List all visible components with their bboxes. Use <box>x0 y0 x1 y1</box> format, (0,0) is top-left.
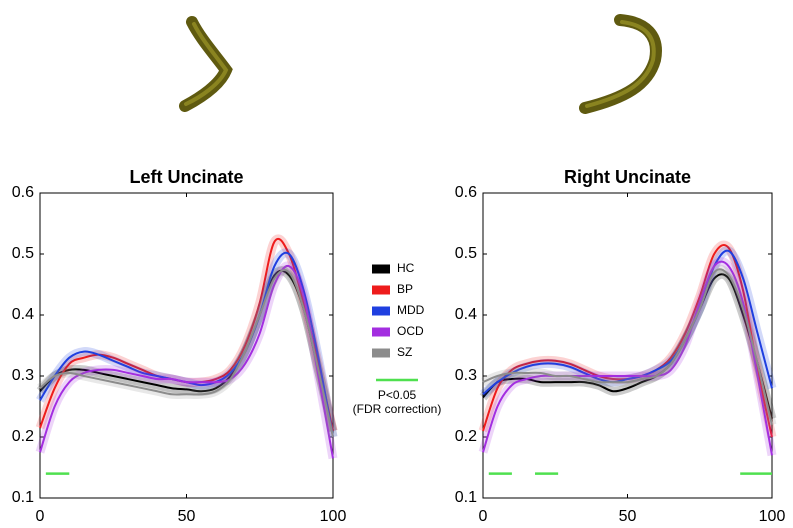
y-tick-label: 0.5 <box>455 245 477 262</box>
x-tick-label: 100 <box>759 508 786 525</box>
y-tick-label: 0.1 <box>12 489 34 506</box>
x-tick-label: 0 <box>36 508 45 525</box>
x-tick-label: 100 <box>320 508 347 525</box>
series-line <box>482 268 773 426</box>
y-tick-label: 0.3 <box>12 367 34 384</box>
right-tract-image <box>579 14 662 114</box>
confidence-band <box>481 264 777 426</box>
legend-label: MDD <box>397 303 425 317</box>
y-tick-label: 0.3 <box>455 367 477 384</box>
left-tract-image <box>179 16 233 112</box>
y-tick-label: 0.2 <box>12 428 34 445</box>
x-tick-label: 50 <box>619 508 637 525</box>
y-tick-label: 0.2 <box>455 428 477 445</box>
series-line <box>39 269 334 438</box>
plot-frame <box>482 192 773 499</box>
legend-label: HC <box>397 261 415 275</box>
x-tick-label: 0 <box>479 508 488 525</box>
confidence-band <box>478 257 777 457</box>
legend-significance-note: (FDR correction) <box>353 402 442 416</box>
chart-title: Left Uncinate <box>129 167 243 187</box>
legend-label: OCD <box>397 324 424 338</box>
legend-label: BP <box>397 282 413 296</box>
y-tick-label: 0.5 <box>12 245 34 262</box>
x-tick-label: 50 <box>178 508 196 525</box>
y-tick-label: 0.4 <box>455 306 477 323</box>
plot-frame <box>39 192 334 499</box>
series-line <box>39 264 334 459</box>
y-tick-label: 0.1 <box>455 489 477 506</box>
y-tick-label: 0.6 <box>455 184 477 201</box>
chart-title: Right Uncinate <box>564 167 691 187</box>
series-line <box>482 273 773 419</box>
y-tick-label: 0.6 <box>12 184 34 201</box>
series-line <box>482 249 773 396</box>
confidence-band <box>479 269 777 420</box>
legend-label: SZ <box>397 345 412 359</box>
legend-significance-label: P<0.05 <box>378 388 417 402</box>
series-line <box>482 260 773 456</box>
y-tick-label: 0.4 <box>12 306 34 323</box>
